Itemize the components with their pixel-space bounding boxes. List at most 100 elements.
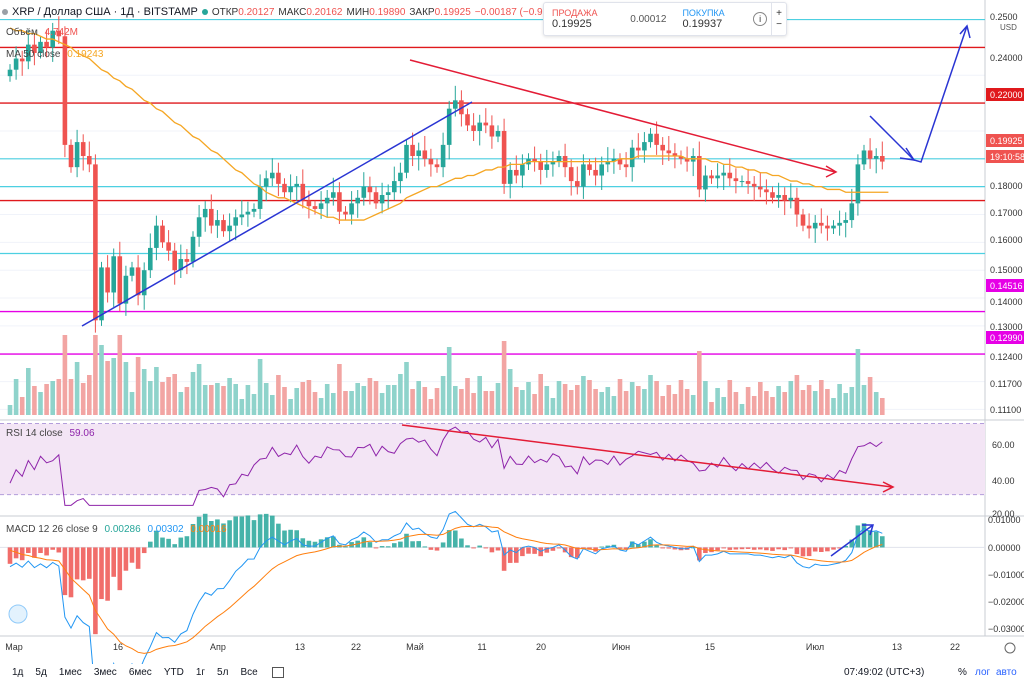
ma-legend: MA 50 close 0.19243 (6, 49, 107, 60)
range-5d[interactable]: 5д (35, 666, 47, 678)
volume-bar (276, 375, 281, 415)
range-3m[interactable]: 3мес (93, 666, 117, 678)
candle-body (215, 220, 220, 226)
eye-icon[interactable] (2, 9, 8, 15)
range-ytd[interactable]: YTD (163, 666, 184, 678)
forecast-path (869, 25, 968, 163)
macd-histogram-bar (849, 539, 855, 548)
range-1d[interactable]: 1д (12, 666, 24, 678)
candle-body (642, 142, 647, 151)
macd-histogram-bar (282, 530, 287, 548)
candle-body (544, 164, 550, 170)
candle-body (727, 172, 733, 179)
macd-histogram-bar (68, 547, 74, 598)
candle-body (751, 183, 757, 187)
volume-bar (867, 377, 873, 415)
volume-bar (148, 381, 153, 415)
compare-icon[interactable] (271, 666, 284, 678)
volume-bar (532, 394, 537, 415)
macd-histogram-bar (123, 547, 129, 571)
macd-histogram-bar (141, 547, 147, 554)
macd-histogram-bar (306, 540, 312, 548)
candle-body (324, 197, 330, 204)
volume-bar (245, 385, 251, 415)
macd-histogram-bar (105, 547, 110, 601)
volume-bars (7, 335, 885, 415)
volume-bar (398, 374, 403, 415)
macd-value-2: 0.00302 (147, 524, 184, 535)
macd-histogram-bar (800, 547, 806, 557)
candle-body (489, 125, 495, 137)
buy-button[interactable]: ПОКУПКА 0.19937 (674, 3, 749, 35)
candle-body (873, 156, 879, 159)
clock-time[interactable]: 07:49:02 (UTC+3) (844, 666, 925, 678)
macd-histogram-bar (666, 547, 672, 549)
volume-bar (209, 385, 214, 415)
macd-histogram-bar (227, 520, 232, 548)
macd-histogram-bar (172, 544, 177, 548)
candle-body (654, 133, 659, 145)
settings-gear-icon (1004, 642, 1016, 654)
candle-body (697, 156, 702, 190)
volume-bar (642, 389, 647, 415)
percent-toggle[interactable]: % (958, 666, 967, 678)
sell-button[interactable]: ПРОДАЖА 0.19925 (544, 3, 622, 35)
range-all[interactable]: Все (240, 666, 258, 678)
macd-histogram-bar (318, 539, 324, 548)
candle-body (32, 44, 37, 53)
price-tick: 0.19925 (990, 136, 1023, 146)
candle-body (709, 175, 714, 179)
candle-body (636, 147, 641, 151)
macd-histogram-bar (672, 547, 678, 550)
chart-area[interactable]: 0.2500 0.24000 0.22000 0.19925 19:10:58 0.180… (0, 0, 1024, 664)
volume-bar (721, 397, 726, 415)
candle-body (270, 172, 275, 179)
symbol-title[interactable]: XRP / Доллар США · 1Д · BITSTAMP (12, 6, 198, 18)
macd-histogram-bar (819, 547, 824, 553)
range-6m[interactable]: 6мес (128, 666, 152, 678)
volume-bar (300, 382, 306, 415)
candle-body (221, 220, 226, 232)
volume-bar (611, 396, 617, 415)
volume-bar (80, 383, 86, 415)
price-tick: 0.12400 (990, 352, 1023, 362)
macd-histogram-bar (93, 547, 98, 635)
qty-stepper[interactable]: + − (771, 3, 786, 35)
volume-bar (446, 347, 452, 415)
candle-body (568, 167, 574, 182)
range-5y[interactable]: 5л (217, 666, 229, 678)
volume-bar (800, 390, 806, 415)
candle-body (745, 181, 751, 184)
price-tick: 0.13000 (990, 322, 1023, 332)
range-1y[interactable]: 1г (195, 666, 206, 678)
volume-bar (538, 374, 543, 415)
range-1m[interactable]: 1мес (58, 666, 82, 678)
info-button[interactable]: i (749, 3, 771, 35)
macd-histogram-bar (837, 547, 842, 549)
candle-body (617, 158, 623, 165)
volume-bar (129, 392, 135, 415)
candle-body (507, 169, 513, 184)
candle-body (477, 122, 482, 131)
volume-bar (507, 369, 513, 415)
macd-histogram-bar (392, 543, 397, 548)
plus-button[interactable]: + (776, 8, 782, 19)
candle-body (843, 220, 848, 223)
volume-bar (141, 369, 147, 415)
price-tick: 0.11100 (990, 405, 1021, 415)
minus-button[interactable]: − (776, 19, 782, 30)
macd-histogram-bar (660, 547, 665, 549)
candle-body (19, 58, 25, 62)
macd-histogram-bar (623, 547, 629, 550)
macd-histogram-bar (434, 547, 440, 551)
volume-bar (520, 390, 525, 415)
price-tick: 0.22000 (990, 90, 1023, 100)
macd-histogram-bar (873, 531, 879, 548)
auto-toggle[interactable]: авто (996, 666, 1017, 678)
macd-legend: MACD 12 26 close 9 0.00286 0.00302 0.000… (6, 524, 231, 535)
price-label-box (986, 150, 1024, 163)
arrow-head (825, 165, 838, 178)
macd-histogram-bar (56, 547, 62, 553)
volume-bar (483, 391, 489, 415)
log-toggle[interactable]: лог (975, 666, 991, 678)
